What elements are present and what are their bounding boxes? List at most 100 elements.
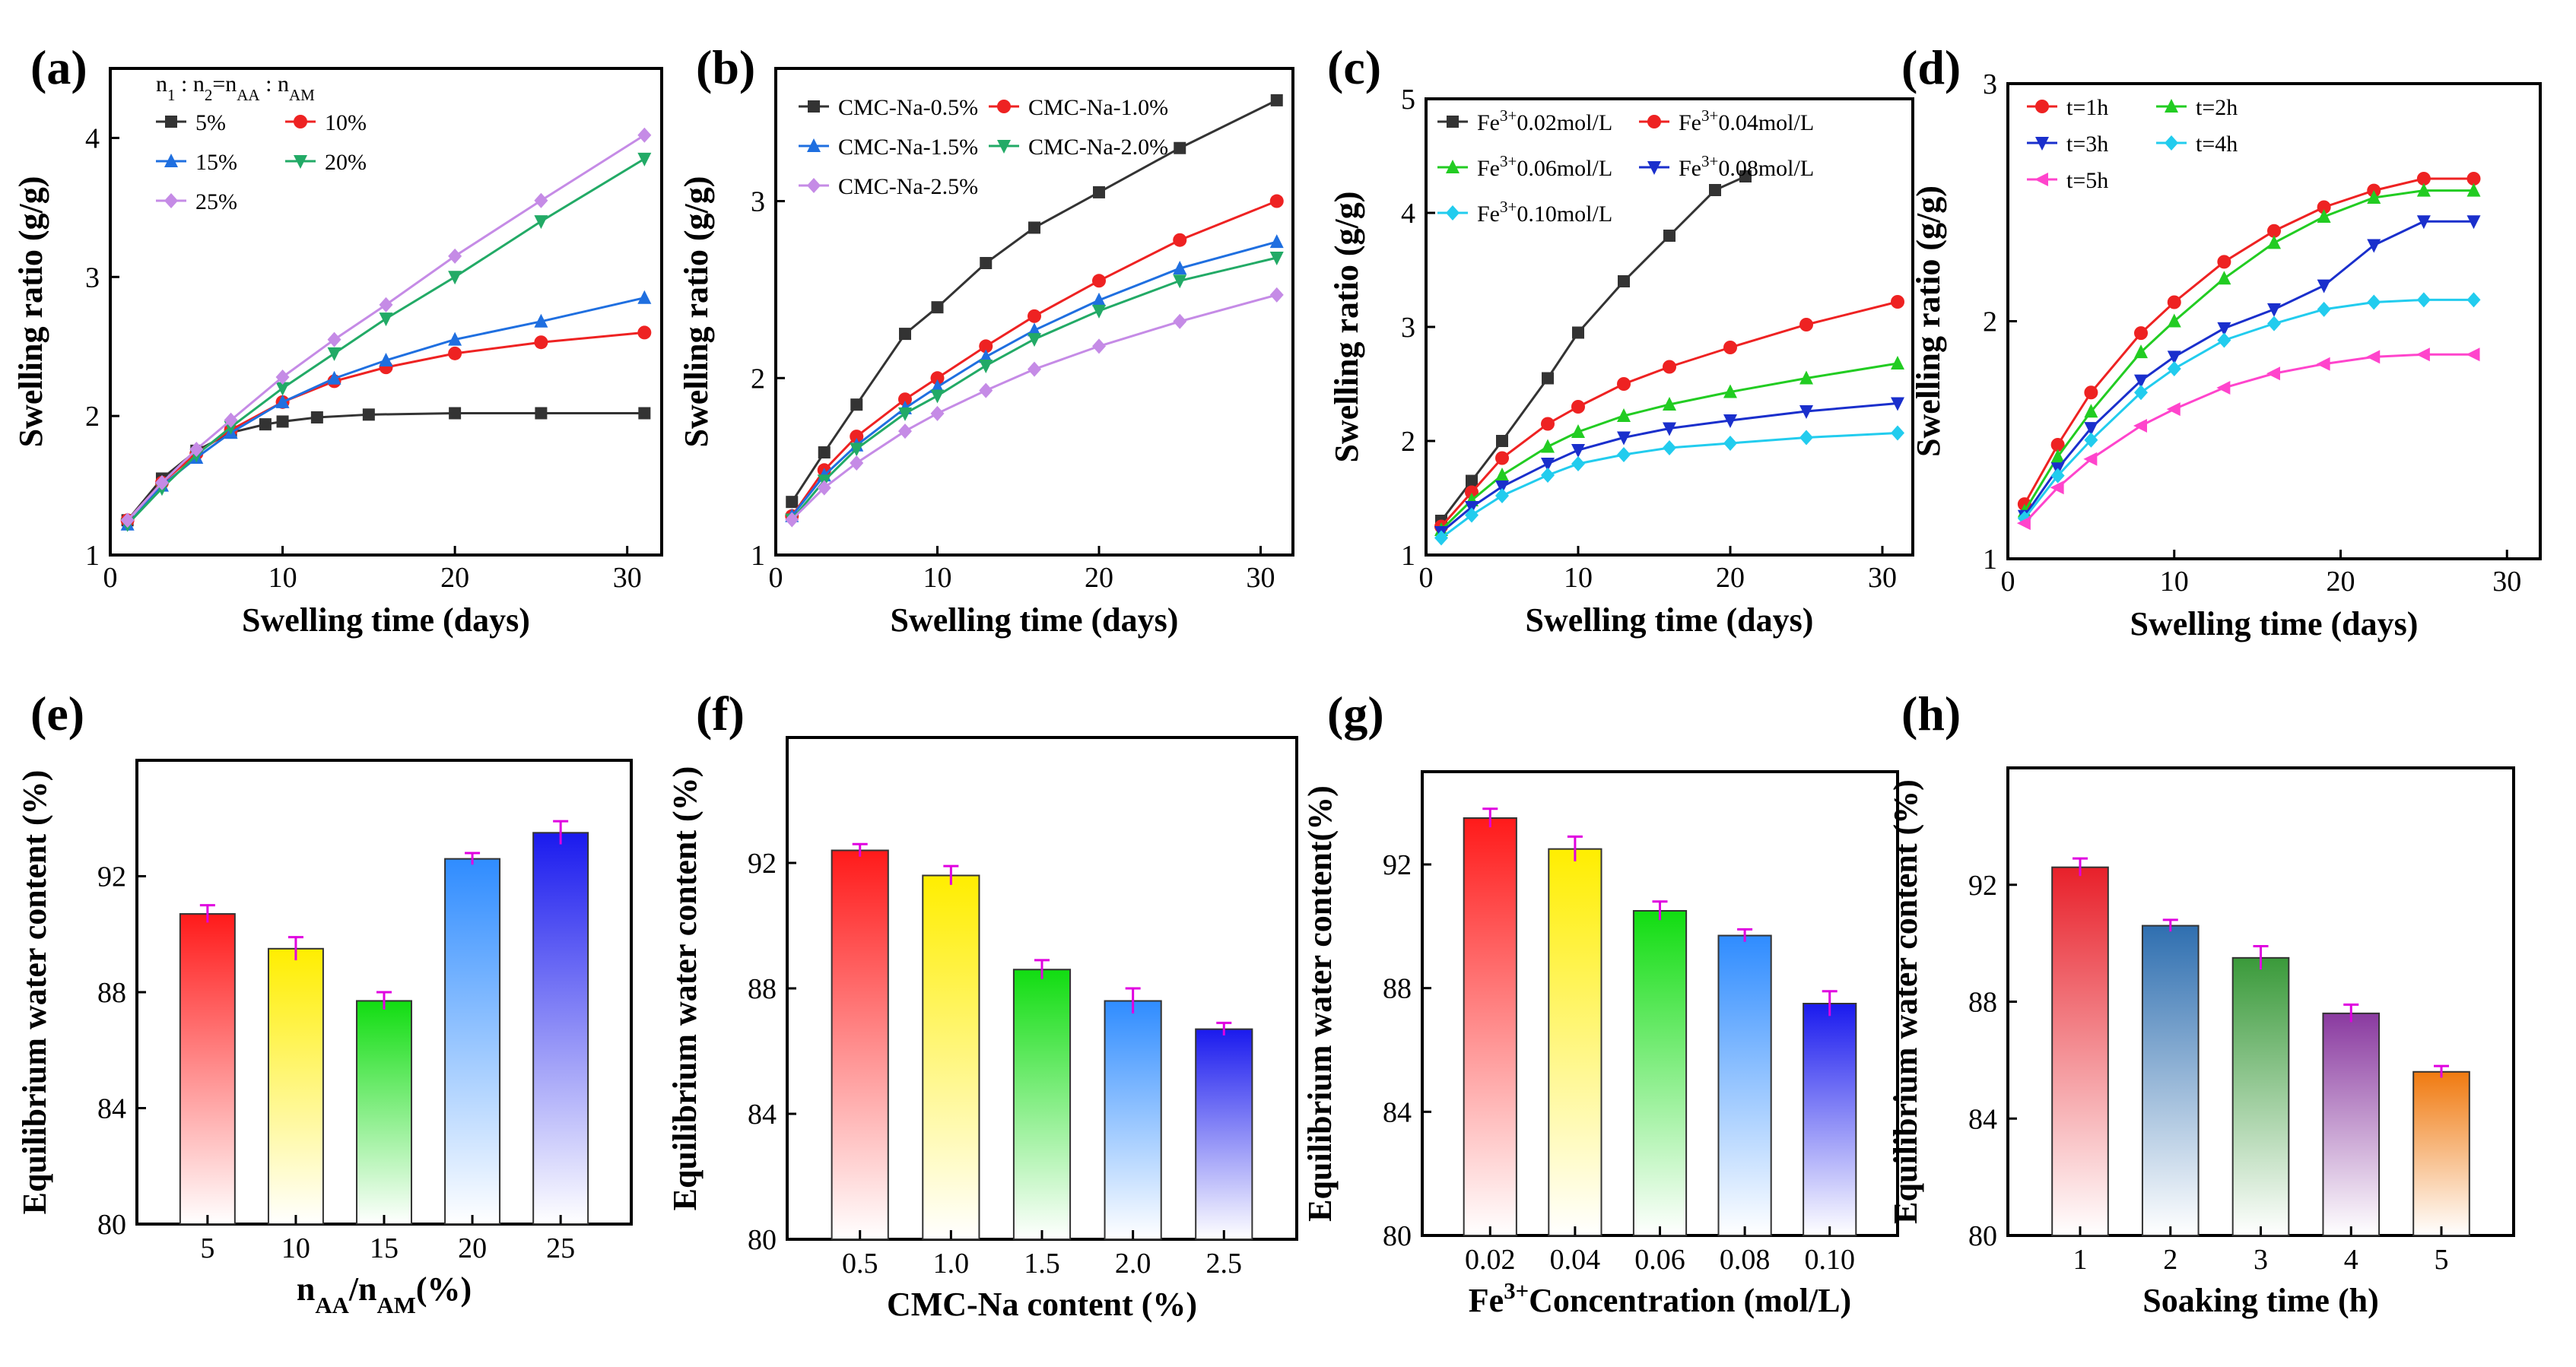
legend-marker: [1447, 116, 1459, 128]
series-4: [785, 287, 1284, 528]
legend-label: 20%: [325, 150, 367, 175]
data-point: [1028, 309, 1041, 323]
data-point: [327, 347, 341, 361]
data-point: [1092, 292, 1106, 306]
data-point: [637, 152, 652, 167]
bar: [2322, 1012, 2381, 1236]
x-tick-label: 10: [923, 562, 952, 594]
chart-3: (d) 1 2 3 Swelling ratio (g/g) 0 10 20 30 Swellin…: [1901, 40, 2542, 642]
x-tick-label: 3: [2254, 1244, 2268, 1276]
y-tick-label: 88: [1968, 987, 1997, 1019]
data-point: [1092, 304, 1106, 319]
data-point: [2217, 271, 2231, 285]
legend-label: 10%: [325, 110, 367, 135]
bar: [831, 849, 889, 1240]
data-point: [2134, 385, 2148, 401]
legend-label: t=4h: [2196, 132, 2238, 157]
data-point: [898, 407, 912, 421]
x-axis-title: nAA/nAM(%): [297, 1270, 472, 1318]
panel-label: (c): [1327, 40, 1381, 94]
x-tick-label: 10: [2160, 566, 2189, 598]
data-point: [1709, 184, 1721, 196]
chart-4: (e) 80 84 88 92 Equilibrium water content (%)…: [16, 687, 633, 1318]
x-tick-label: 1.5: [1024, 1248, 1060, 1280]
data-point: [2267, 235, 2281, 249]
data-point: [224, 412, 238, 428]
data-point: [1542, 372, 1554, 385]
panel-label: (g): [1327, 687, 1384, 741]
x-tick-label: 10: [281, 1232, 310, 1264]
data-point: [930, 371, 945, 385]
data-point: [1270, 94, 1283, 106]
series-3: [785, 252, 1284, 528]
series-0: [121, 407, 651, 527]
data-point: [1799, 318, 1813, 331]
data-point: [189, 442, 204, 458]
x-tick-label: 30: [1247, 562, 1275, 594]
data-point: [2084, 404, 2098, 418]
series-4: [2016, 347, 2480, 531]
legend-marker: [2165, 135, 2178, 151]
y-tick-label: 3: [85, 262, 100, 293]
legend-label: t=2h: [2196, 95, 2238, 120]
legend-label: Fe3+0.02mol/L: [1477, 106, 1612, 135]
series-line: [791, 256, 1278, 521]
data-point: [2416, 182, 2431, 197]
panel-label: (a): [30, 40, 87, 94]
data-point: [1465, 485, 1479, 500]
series-line: [1440, 362, 1898, 531]
x-tick-label: 0.04: [1550, 1244, 1601, 1276]
x-tick-label: 2.0: [1115, 1248, 1151, 1280]
bar: [1717, 934, 1772, 1236]
data-point: [2317, 279, 2331, 293]
data-point: [1891, 397, 1904, 411]
data-point: [310, 411, 323, 423]
data-point: [637, 325, 652, 340]
data-point: [786, 496, 799, 509]
chart-5: (f) 80 84 88 92 Equilibrium water content (%)…: [666, 687, 1298, 1323]
data-point: [1495, 451, 1509, 465]
data-point: [448, 271, 462, 285]
data-point: [850, 398, 863, 411]
data-point: [2134, 374, 2148, 389]
x-axis-title: CMC-Na content (%): [887, 1286, 1197, 1323]
legend-marker: [807, 178, 821, 193]
x-tick-label: 5: [2435, 1244, 2449, 1276]
data-point: [1495, 468, 1509, 481]
bar: [444, 858, 501, 1225]
data-point: [979, 382, 993, 398]
y-tick-label: 80: [1968, 1220, 1997, 1252]
data-point: [534, 335, 548, 350]
data-point: [2217, 322, 2231, 336]
panel-label: (h): [1901, 687, 1961, 741]
data-point: [1173, 274, 1187, 289]
plot-frame: [109, 67, 663, 557]
y-tick-label: 92: [1968, 870, 1997, 902]
data-point: [850, 455, 864, 471]
legend: t=1h t=2h t=3h t=4h t=5h: [2027, 95, 2238, 193]
data-point: [379, 312, 393, 327]
legend-label: 25%: [195, 189, 237, 214]
series-line: [126, 297, 645, 525]
bar: [267, 947, 324, 1225]
data-point: [1739, 170, 1752, 182]
series-line: [2023, 220, 2474, 517]
data-point: [2267, 224, 2281, 238]
data-point: [1495, 488, 1509, 503]
bar: [922, 874, 980, 1240]
data-point: [2466, 182, 2481, 197]
legend-marker: [997, 100, 1011, 113]
y-axis-title: Swelling ratio (g/g): [1910, 186, 1947, 457]
x-tick-label: 4: [2344, 1244, 2358, 1276]
y-tick-label: 88: [97, 977, 126, 1009]
data-point: [1617, 408, 1631, 422]
data-point: [2133, 419, 2147, 433]
x-tick-label: 1.0: [933, 1248, 970, 1280]
legend-label: 5%: [195, 110, 226, 135]
data-point: [1618, 275, 1630, 287]
data-point: [448, 248, 462, 264]
data-point: [1269, 194, 1284, 208]
y-axis-title: Swelling ratio (g/g): [12, 176, 49, 448]
y-tick-label: 1: [85, 540, 100, 572]
data-point: [1028, 361, 1041, 377]
